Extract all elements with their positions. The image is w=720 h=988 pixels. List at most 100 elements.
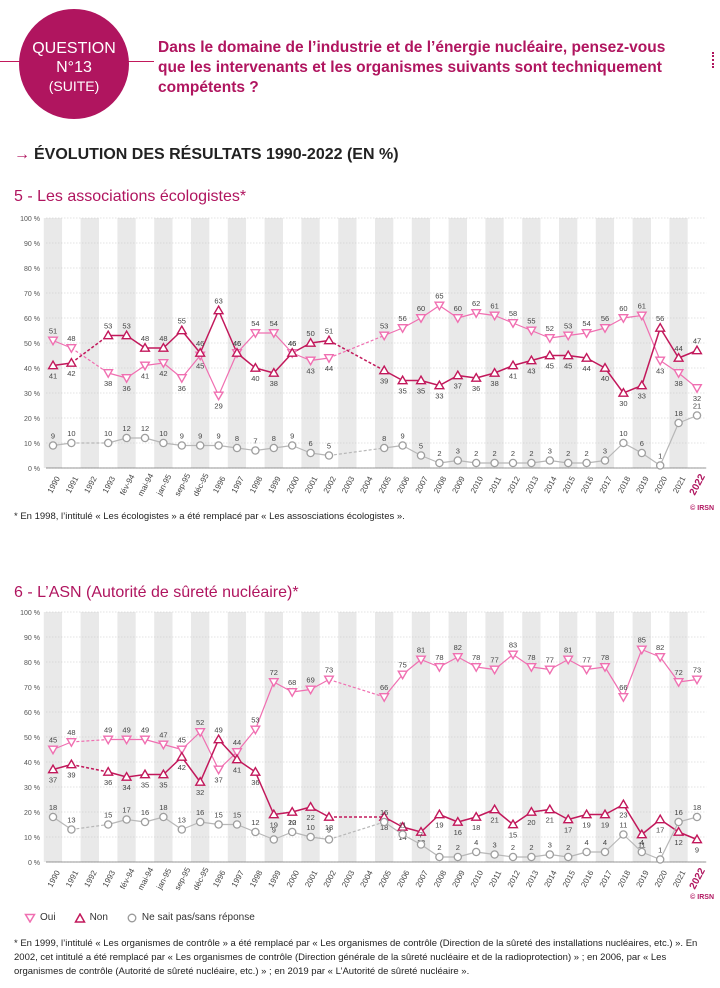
x-tick-label: 2004 <box>358 868 375 888</box>
marker-nsp <box>232 443 242 453</box>
data-label: 20 <box>527 818 535 827</box>
x-tick-label: 2015 <box>561 474 578 494</box>
marker-non <box>470 372 482 382</box>
badge-line-2: N°13 <box>56 59 92 76</box>
marker-nsp <box>398 830 407 839</box>
data-label: 53 <box>380 322 388 331</box>
data-label: 61 <box>638 302 646 311</box>
marker-non <box>176 324 188 335</box>
data-label: 81 <box>417 646 425 655</box>
data-label: 47 <box>159 731 167 740</box>
edge-dots <box>712 52 717 68</box>
data-label: 58 <box>509 309 517 318</box>
marker-oui <box>65 737 77 748</box>
marker-nsp <box>416 840 426 849</box>
series-line-segment <box>622 649 643 698</box>
x-tick-label: 1999 <box>266 868 283 888</box>
marker-non <box>120 329 133 340</box>
marker-oui <box>176 373 188 384</box>
data-label: 65 <box>435 292 443 301</box>
marker-non <box>562 813 574 824</box>
legend-nsp: Ne sait pas/sans réponse <box>126 912 255 923</box>
marker-non <box>212 304 225 315</box>
y-tick-label: 70 % <box>24 291 40 298</box>
marker-oui <box>636 645 648 656</box>
data-label: 42 <box>67 369 75 378</box>
data-label: 9 <box>217 432 221 441</box>
data-label: 55 <box>178 317 186 326</box>
marker-oui <box>544 665 556 676</box>
marker-oui <box>47 745 59 756</box>
legend: Oui Non Ne sait pas/sans réponse <box>24 912 255 923</box>
x-tick-label: 2015 <box>561 868 578 888</box>
data-label: 33 <box>435 392 443 401</box>
series-line-segment <box>659 422 680 466</box>
series-line-segment <box>659 821 680 860</box>
marker-nsp <box>122 433 131 443</box>
marker-nsp <box>471 847 481 857</box>
data-label: 1 <box>658 452 662 461</box>
column-band <box>651 612 670 862</box>
marker-nsp <box>306 832 315 842</box>
series-line-segment <box>641 315 661 361</box>
data-label: 2 <box>585 449 589 458</box>
data-label: 36 <box>472 384 480 393</box>
marker-nsp <box>545 850 555 859</box>
column-band <box>522 612 541 862</box>
y-tick-label: 20 % <box>24 416 40 423</box>
series-line-segment <box>71 738 109 743</box>
marker-nsp <box>582 847 591 857</box>
x-tick-label: fév-94 <box>118 472 137 496</box>
x-tick-label: 2010 <box>469 868 486 888</box>
data-label: 51 <box>49 327 57 336</box>
marker-oui <box>378 692 390 703</box>
marker-nsp <box>490 458 499 468</box>
data-label: 56 <box>601 314 609 323</box>
marker-oui <box>617 313 629 324</box>
marker-oui <box>397 323 409 334</box>
marker-nsp <box>453 456 463 465</box>
data-label: 4 <box>640 838 644 847</box>
badge-line-1: QUESTION <box>32 40 116 57</box>
marker-non <box>599 808 611 819</box>
marker-oui <box>489 311 501 322</box>
data-label: 49 <box>214 726 222 735</box>
marker-non <box>120 771 133 781</box>
column-band <box>227 612 247 862</box>
marker-non <box>452 816 464 826</box>
x-tick-label: 2008 <box>432 474 449 494</box>
data-label: 49 <box>141 726 149 735</box>
marker-oui <box>673 368 685 379</box>
x-tick-label: 2011 <box>487 869 503 889</box>
marker-nsp <box>67 438 76 448</box>
series-line-segment <box>71 823 109 831</box>
data-label: 15 <box>214 811 222 820</box>
data-label: 44 <box>582 364 590 373</box>
data-label: 2 <box>437 449 441 458</box>
data-label: 19 <box>270 821 278 830</box>
x-tick-label: 2021 <box>671 868 688 888</box>
marker-non <box>47 359 59 370</box>
marker-oui <box>323 675 335 686</box>
marker-oui <box>323 353 335 364</box>
data-label: 46 <box>288 339 296 348</box>
marker-non <box>691 833 703 844</box>
x-tick-label: 1991 <box>64 474 81 494</box>
marker-non <box>102 766 114 776</box>
markers-non: 3739363435354232494136192022181814121916… <box>47 726 703 855</box>
data-label: 16 <box>196 808 204 817</box>
marker-oui <box>489 665 501 676</box>
x-tick-label: 2017 <box>598 868 615 888</box>
marker-oui <box>249 328 261 339</box>
series-line-segment <box>199 355 220 396</box>
data-label: 18 <box>472 823 480 832</box>
data-label: 13 <box>178 816 186 825</box>
data-label: 8 <box>382 434 386 443</box>
marker-nsp <box>379 817 389 827</box>
data-label: 9 <box>327 826 331 835</box>
data-label: 60 <box>417 304 425 313</box>
markers-nsp: 9 10 10 12 12 10 9 9 9 8 7 8 9 6 5 8 9 5 2 3 2 2 2 2 3 2 2 3 10 6 1 18 2… <box>48 402 702 470</box>
legend-oui-label: Oui <box>40 912 56 923</box>
data-label: 34 <box>122 783 130 792</box>
data-label: 15 <box>233 811 241 820</box>
